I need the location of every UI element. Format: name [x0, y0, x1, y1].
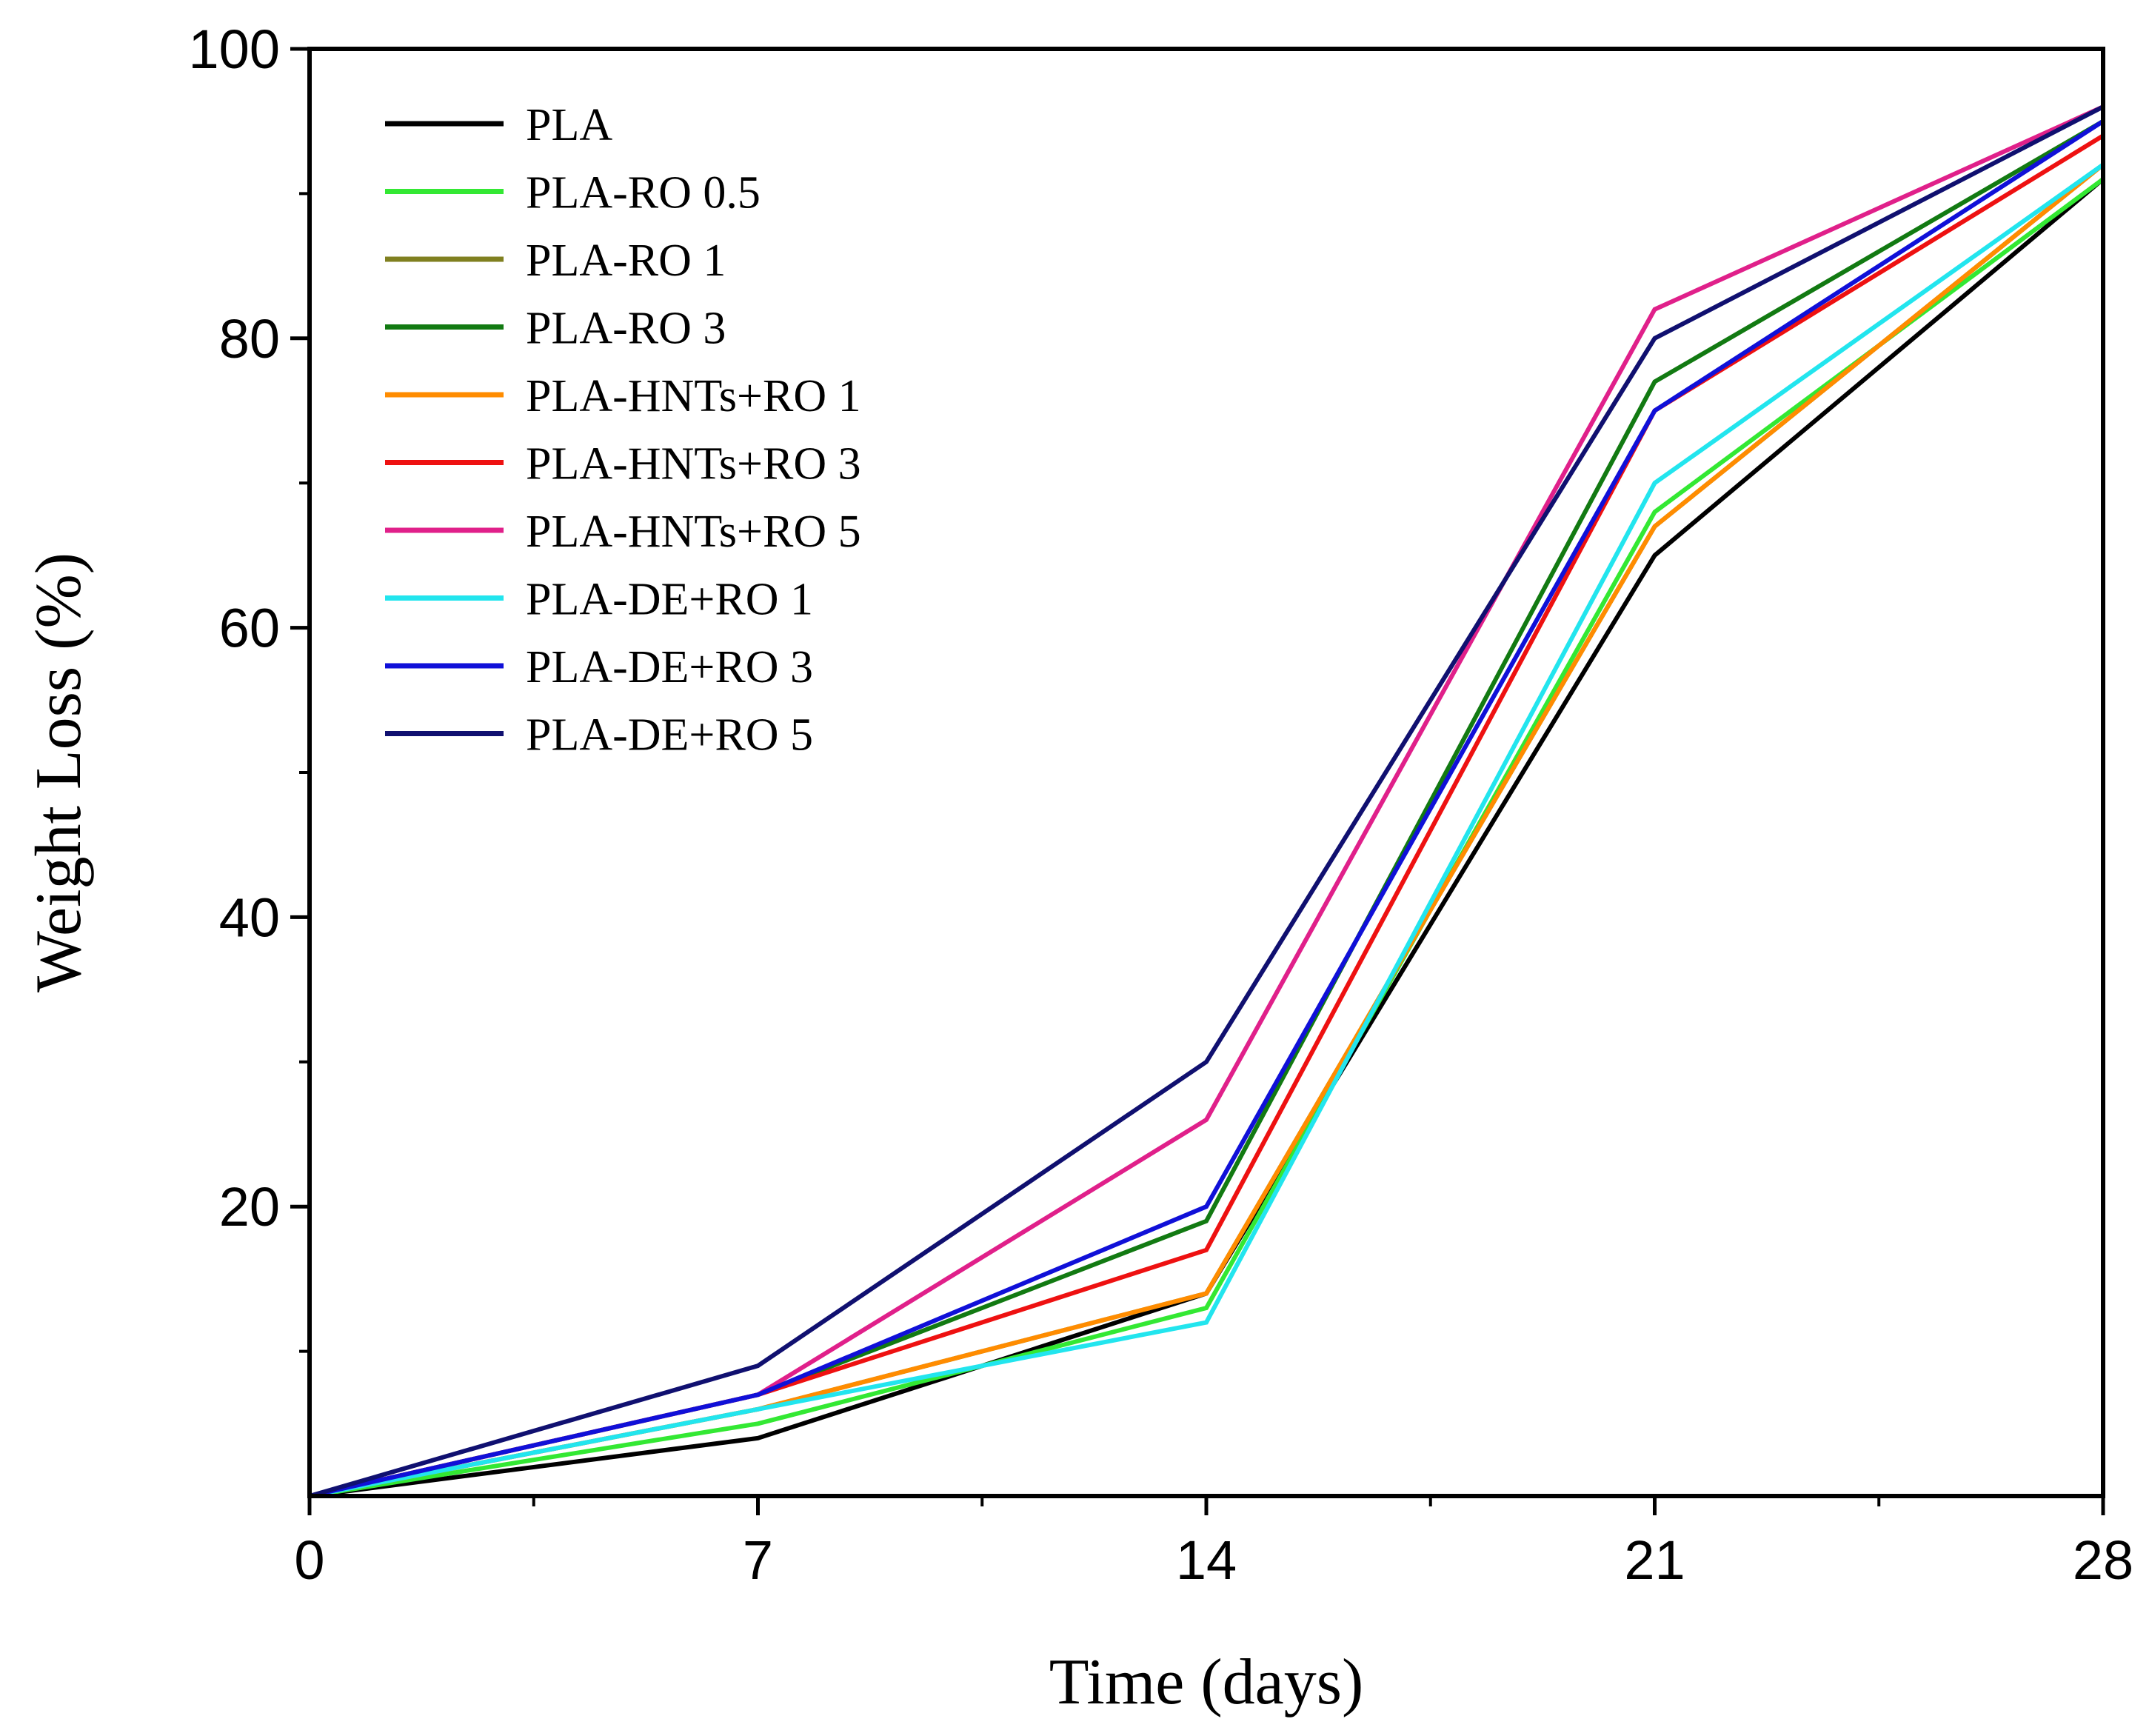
- x-tick-label: 14: [1176, 1529, 1237, 1591]
- y-tick-label: 20: [219, 1176, 280, 1238]
- series-line: [309, 162, 2105, 1498]
- legend-label: PLA-HNTs+RO 5: [526, 507, 861, 557]
- y-tick-label: 60: [219, 598, 280, 659]
- legend-label: PLA-HNTs+RO 1: [526, 371, 861, 421]
- legend-label: PLA-DE+RO 5: [526, 710, 813, 761]
- x-tick-label: 21: [1624, 1529, 1685, 1591]
- y-axis-title: Weight Loss (%): [23, 552, 95, 992]
- legend-label: PLA-RO 0.5: [526, 168, 761, 218]
- legend-label: PLA-DE+RO 3: [526, 642, 813, 692]
- series-line: [309, 119, 2105, 1498]
- series-line: [309, 162, 2105, 1498]
- series-line: [309, 162, 2105, 1498]
- legend-label: PLA-DE+RO 1: [526, 575, 813, 625]
- series-line: [309, 104, 2105, 1498]
- legend: PLA PLA-RO 0.5 PLA-RO 1 PLA-RO 3 PLA-HNTs+RO…: [385, 100, 861, 761]
- x-axis: 0 7 14 21 28: [294, 1496, 2133, 1591]
- x-tick-label: 0: [294, 1529, 324, 1591]
- x-tick-label: 28: [2073, 1529, 2133, 1591]
- y-tick-label: 100: [189, 19, 280, 80]
- legend-label: PLA-RO 1: [526, 236, 726, 286]
- legend-label: PLA-HNTs+RO 3: [526, 439, 861, 490]
- x-axis-title: Time (days): [1049, 1646, 1364, 1718]
- series-lines: [309, 104, 2105, 1498]
- legend-label: PLA-RO 3: [526, 304, 726, 354]
- y-tick-label: 80: [219, 308, 280, 370]
- x-tick-label: 7: [743, 1529, 773, 1591]
- series-line: [309, 177, 2105, 1498]
- y-axis: 20 40 60 80 100: [189, 19, 310, 1353]
- y-tick-label: 40: [219, 887, 280, 948]
- legend-label: PLA: [526, 100, 612, 150]
